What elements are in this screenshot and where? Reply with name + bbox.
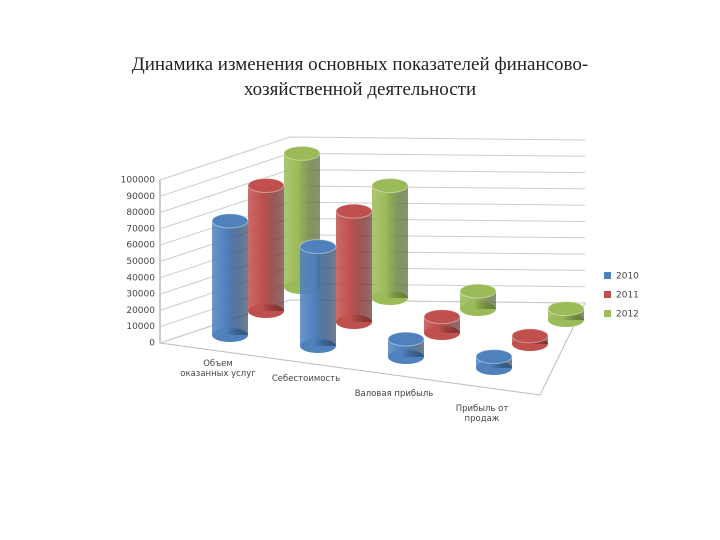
cylinder-top [459, 283, 497, 299]
grid-line [159, 136, 586, 181]
y-tick-label: 10000 [126, 322, 155, 332]
bar [212, 220, 248, 335]
bar [372, 185, 408, 298]
cylinder-top [371, 178, 409, 194]
bar-shade [372, 185, 408, 298]
y-tick-label: 40000 [126, 273, 155, 283]
y-tick-label: 80000 [126, 208, 155, 218]
bar-shade [248, 185, 284, 311]
cylinder-top [547, 301, 585, 317]
legend-label: 2011 [616, 291, 639, 301]
legend-swatch [604, 272, 611, 279]
y-tick-label: 90000 [126, 192, 155, 202]
y-tick-label: 30000 [126, 290, 155, 300]
legend-label: 2012 [616, 310, 639, 320]
legend-label: 2010 [616, 272, 639, 282]
x-tick-label: Прибыль от продаж [455, 404, 509, 424]
cylinder-top [211, 213, 249, 229]
y-tick-label: 0 [149, 339, 155, 349]
bar [300, 246, 336, 346]
y-tick-label: 60000 [126, 241, 155, 251]
chart-title: Динамика изменения основных показателей … [131, 54, 589, 100]
x-tick-label: Объем оказанных услуг [180, 359, 256, 379]
y-tick-label: 70000 [126, 224, 155, 234]
cylinder-top [511, 328, 549, 344]
cylinder-top [283, 145, 321, 161]
bar-shade [336, 211, 372, 322]
cylinder-top [299, 239, 337, 255]
x-tick-label: Валовая прибыль [354, 389, 434, 399]
legend-swatch [604, 310, 611, 317]
cylinder-top [335, 203, 373, 219]
x-tick-label: Себестоимость [271, 374, 341, 384]
y-tick-label: 50000 [126, 257, 155, 267]
cylinder-top [387, 331, 425, 347]
bar-shade [212, 220, 248, 335]
y-tick-label: 100000 [121, 176, 156, 186]
legend-swatch [604, 291, 611, 298]
cylinder-top [247, 177, 285, 193]
y-tick-label: 20000 [126, 306, 155, 316]
cylinder-top [475, 349, 513, 365]
bar [248, 185, 284, 311]
bar [336, 211, 372, 322]
cylinder-top [423, 309, 461, 325]
bar-shade [300, 246, 336, 346]
